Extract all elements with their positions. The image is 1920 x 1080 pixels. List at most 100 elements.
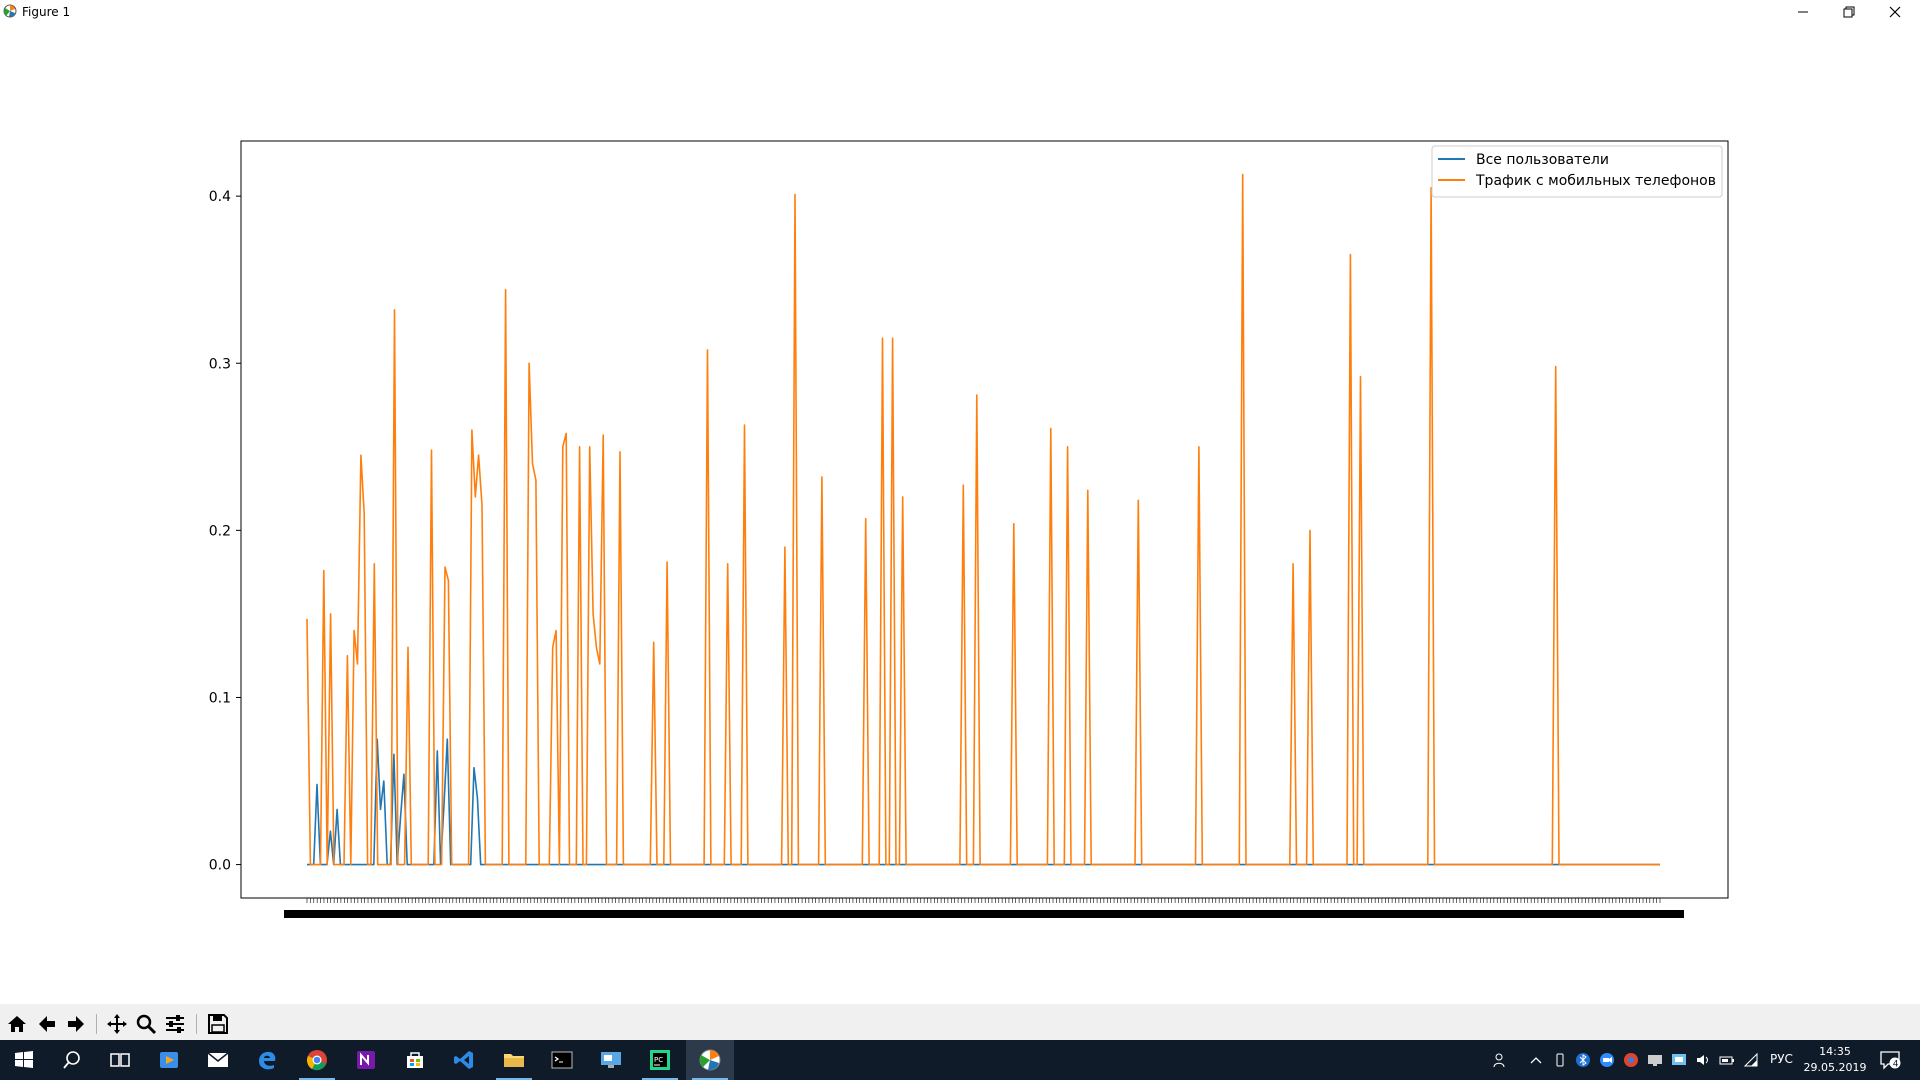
y-tick-label: 0.3 [209, 356, 231, 372]
wifi-icon [1743, 1052, 1758, 1067]
x-axis [284, 898, 1684, 918]
y-tick-label: 0.0 [209, 858, 231, 874]
media-player-icon [160, 1052, 178, 1068]
forward-icon [68, 1016, 84, 1032]
tray-display[interactable] [1645, 1040, 1665, 1080]
clock-date: 29.05.2019 [1803, 1061, 1867, 1074]
navigation-toolbar [0, 1004, 1920, 1040]
zoom-icon [136, 1014, 157, 1035]
tray-volume[interactable] [1693, 1040, 1713, 1080]
plot-frame [240, 140, 1729, 899]
taskbar-pycharm[interactable]: PC [636, 1040, 684, 1080]
file-explorer-icon [504, 1054, 524, 1067]
forward-button[interactable] [63, 1011, 89, 1037]
browser-icon [1624, 1053, 1638, 1067]
onenote-icon [357, 1051, 375, 1069]
tray-zoom[interactable] [1597, 1040, 1617, 1080]
close-button[interactable] [1872, 0, 1918, 24]
taskbar-chrome[interactable] [293, 1040, 341, 1080]
matplotlib-icon [699, 1049, 721, 1071]
legend: Все пользователи Трафик с мобильных теле… [1431, 145, 1723, 198]
restore-button[interactable] [1826, 0, 1872, 24]
volume-icon [1697, 1055, 1708, 1065]
input-language[interactable]: РУС [1770, 1052, 1793, 1066]
y-tick-label: 0.4 [209, 189, 231, 205]
back-button[interactable] [34, 1011, 60, 1037]
edge-icon [259, 1051, 276, 1070]
tray-wifi[interactable] [1741, 1040, 1761, 1080]
taskbar-file-explorer[interactable] [490, 1040, 538, 1080]
y-axis: 0.0 0.1 0.2 0.3 0.4 [209, 189, 241, 874]
matplotlib-icon [3, 4, 17, 18]
tray-battery[interactable] [1717, 1040, 1737, 1080]
home-icon [8, 1016, 26, 1032]
zoom-button[interactable] [133, 1011, 159, 1037]
notification-badge [1889, 1057, 1901, 1069]
windows-taskbar: PC РУС 14:35 29.05.2019 4 [0, 1040, 1920, 1080]
taskbar-mail[interactable] [194, 1040, 242, 1080]
taskbar-remote-desktop[interactable] [587, 1040, 635, 1080]
taskbar-terminal[interactable] [538, 1040, 586, 1080]
y-tick-label: 0.1 [209, 690, 231, 706]
taskbar-store[interactable] [391, 1040, 439, 1080]
start-button[interactable] [0, 1040, 48, 1080]
legend-box [1431, 145, 1723, 198]
tray-usb[interactable] [1550, 1040, 1570, 1080]
figure-canvas[interactable]: 0.0 0.1 0.2 0.3 0.4 Все пользователи Трафик … [0, 24, 1920, 1004]
close-icon [1889, 6, 1901, 18]
task-view-button[interactable] [96, 1040, 144, 1080]
configure-subplots-icon [166, 1015, 184, 1033]
minimize-icon [1798, 11, 1808, 13]
legend-series-1-label: Все пользователи [1476, 152, 1609, 168]
chrome-icon [307, 1050, 327, 1071]
terminal-icon [551, 1051, 573, 1069]
window-titlebar: Figure 1 [0, 0, 1920, 24]
chevron-up-icon [1530, 1057, 1542, 1064]
search-icon [63, 1051, 80, 1069]
pan-icon [107, 1014, 127, 1034]
tray-people[interactable] [1490, 1040, 1512, 1080]
usb-icon [1556, 1053, 1564, 1067]
display-icon [1648, 1055, 1662, 1066]
configure-subplots-button[interactable] [162, 1011, 188, 1037]
save-icon [208, 1014, 228, 1034]
remote-desktop-icon [601, 1052, 621, 1068]
people-icon [1493, 1053, 1505, 1068]
windows-start-icon [15, 1051, 33, 1068]
clock-time: 14:35 [1819, 1045, 1851, 1058]
visual-studio-icon [454, 1051, 473, 1069]
minimize-button[interactable] [1780, 0, 1826, 24]
tray-network-share[interactable] [1669, 1040, 1689, 1080]
series-line-2 [306, 173, 1660, 866]
action-center-button[interactable]: 4 [1878, 1048, 1902, 1072]
task-view-icon [110, 1053, 130, 1067]
search-button[interactable] [48, 1040, 96, 1080]
toolbar-separator [196, 1014, 197, 1034]
y-tick-label: 0.2 [209, 523, 231, 539]
taskbar-visual-studio[interactable] [440, 1040, 488, 1080]
battery-icon [1719, 1056, 1734, 1065]
tray-show-hidden[interactable] [1526, 1040, 1546, 1080]
home-button[interactable] [4, 1011, 30, 1037]
network-share-icon [1672, 1054, 1686, 1065]
series-layer [306, 173, 1660, 866]
window-title: Figure 1 [22, 5, 71, 19]
series-line-1 [307, 738, 1660, 866]
system-clock[interactable]: 14:35 29.05.2019 [1800, 1044, 1870, 1076]
pycharm-icon: PC [650, 1050, 670, 1070]
zoom-icon [1600, 1053, 1614, 1067]
taskbar-onenote[interactable] [342, 1040, 390, 1080]
taskbar-media-player[interactable] [145, 1040, 193, 1080]
taskbar-matplotlib[interactable] [686, 1040, 734, 1080]
taskbar-edge[interactable] [243, 1040, 291, 1080]
save-button[interactable] [205, 1011, 231, 1037]
store-icon [407, 1052, 423, 1068]
bluetooth-icon [1576, 1053, 1590, 1067]
tray-browser[interactable] [1621, 1040, 1641, 1080]
back-icon [39, 1016, 55, 1032]
pan-button[interactable] [104, 1011, 130, 1037]
x-tick-labels-overlapped [284, 910, 1684, 918]
notification-count: 4 [1893, 1060, 1899, 1070]
mail-icon [207, 1052, 229, 1067]
tray-bluetooth[interactable] [1573, 1040, 1593, 1080]
